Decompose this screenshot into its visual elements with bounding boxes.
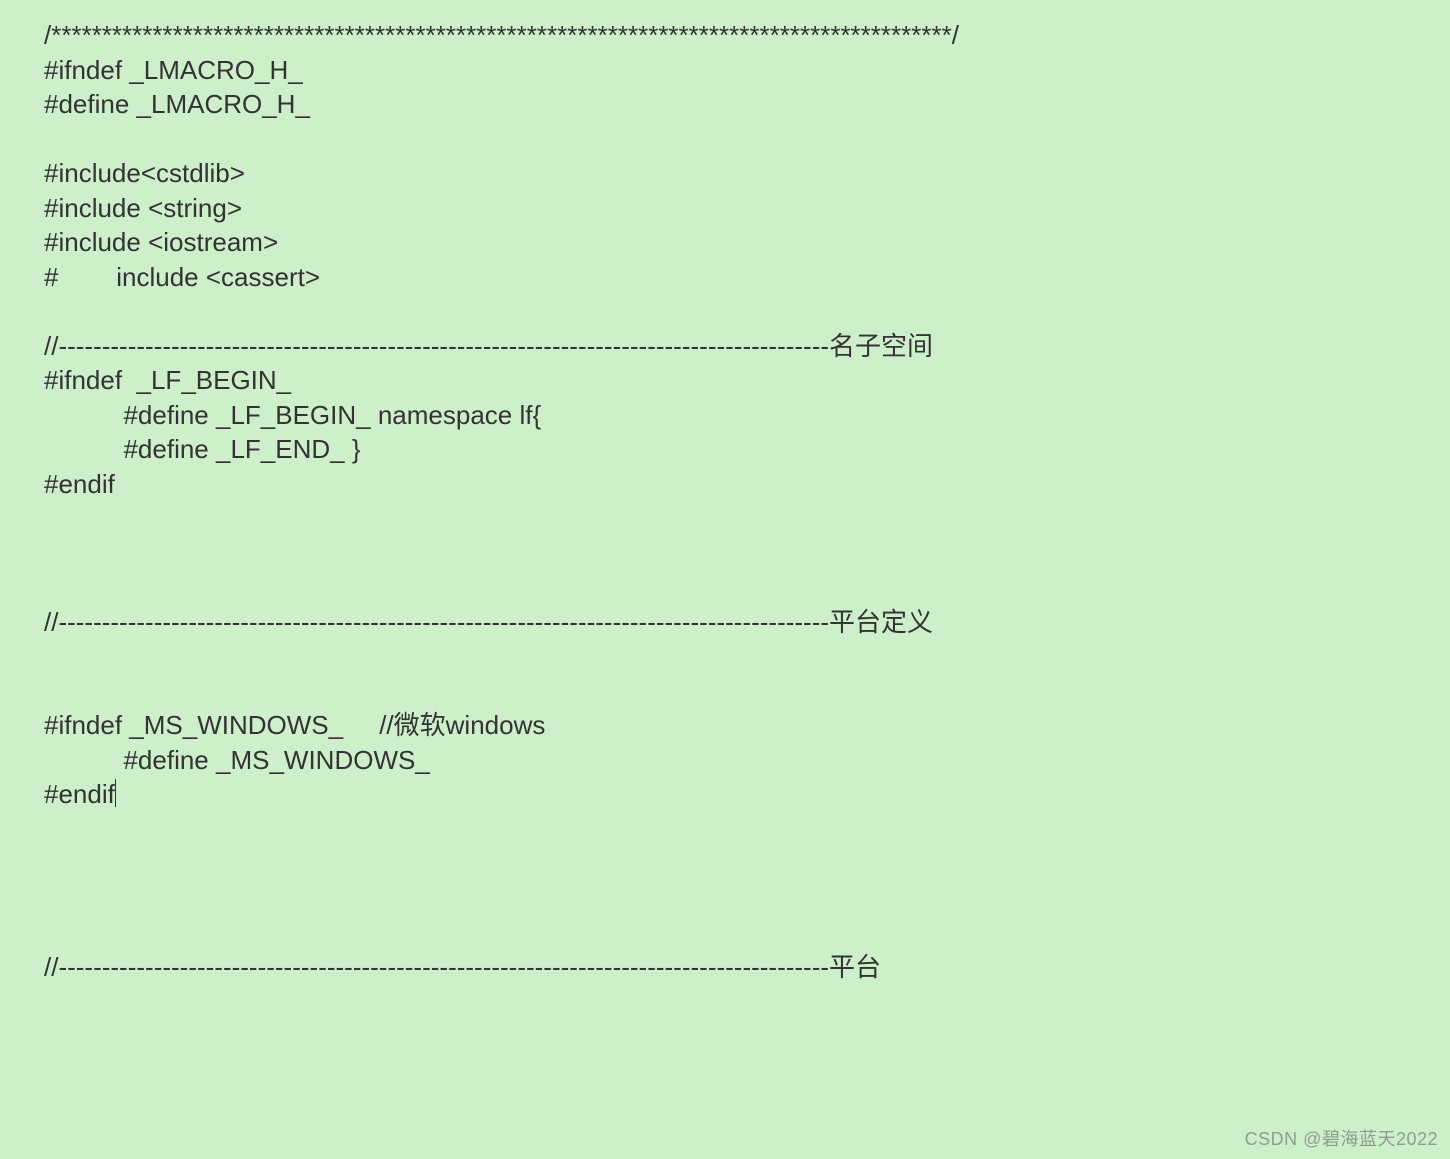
code-line: //--------------------------------------… bbox=[44, 329, 1410, 364]
code-line bbox=[44, 881, 1410, 916]
code-line bbox=[44, 674, 1410, 709]
code-line bbox=[44, 122, 1410, 157]
code-line: #ifndef _LMACRO_H_ bbox=[44, 53, 1410, 88]
code-line: #include<cstdlib> bbox=[44, 156, 1410, 191]
code-line bbox=[44, 639, 1410, 674]
code-line bbox=[44, 846, 1410, 881]
code-line bbox=[44, 812, 1410, 847]
code-line: #ifndef _LF_BEGIN_ bbox=[44, 363, 1410, 398]
code-line: #endif bbox=[44, 467, 1410, 502]
watermark: CSDN @碧海蓝天2022 bbox=[1245, 1125, 1438, 1151]
code-line: #ifndef _MS_WINDOWS_ //微软windows bbox=[44, 708, 1410, 743]
code-line: # include <cassert> bbox=[44, 260, 1410, 295]
code-line: //--------------------------------------… bbox=[44, 950, 1410, 985]
code-line: #define _LF_END_ } bbox=[44, 432, 1410, 467]
code-line bbox=[44, 501, 1410, 536]
text-cursor bbox=[115, 779, 116, 807]
code-line bbox=[44, 294, 1410, 329]
code-line: #define _MS_WINDOWS_ bbox=[44, 743, 1410, 778]
code-line: #endif bbox=[44, 777, 1410, 812]
code-line: /***************************************… bbox=[44, 18, 1410, 53]
code-line: #include <string> bbox=[44, 191, 1410, 226]
code-editor[interactable]: /***************************************… bbox=[0, 0, 1450, 984]
code-line bbox=[44, 915, 1410, 950]
code-line: #define _LF_BEGIN_ namespace lf{ bbox=[44, 398, 1410, 433]
code-line: //--------------------------------------… bbox=[44, 605, 1410, 640]
code-line bbox=[44, 536, 1410, 571]
code-line bbox=[44, 570, 1410, 605]
code-line: #define _LMACRO_H_ bbox=[44, 87, 1410, 122]
code-line: #include <iostream> bbox=[44, 225, 1410, 260]
